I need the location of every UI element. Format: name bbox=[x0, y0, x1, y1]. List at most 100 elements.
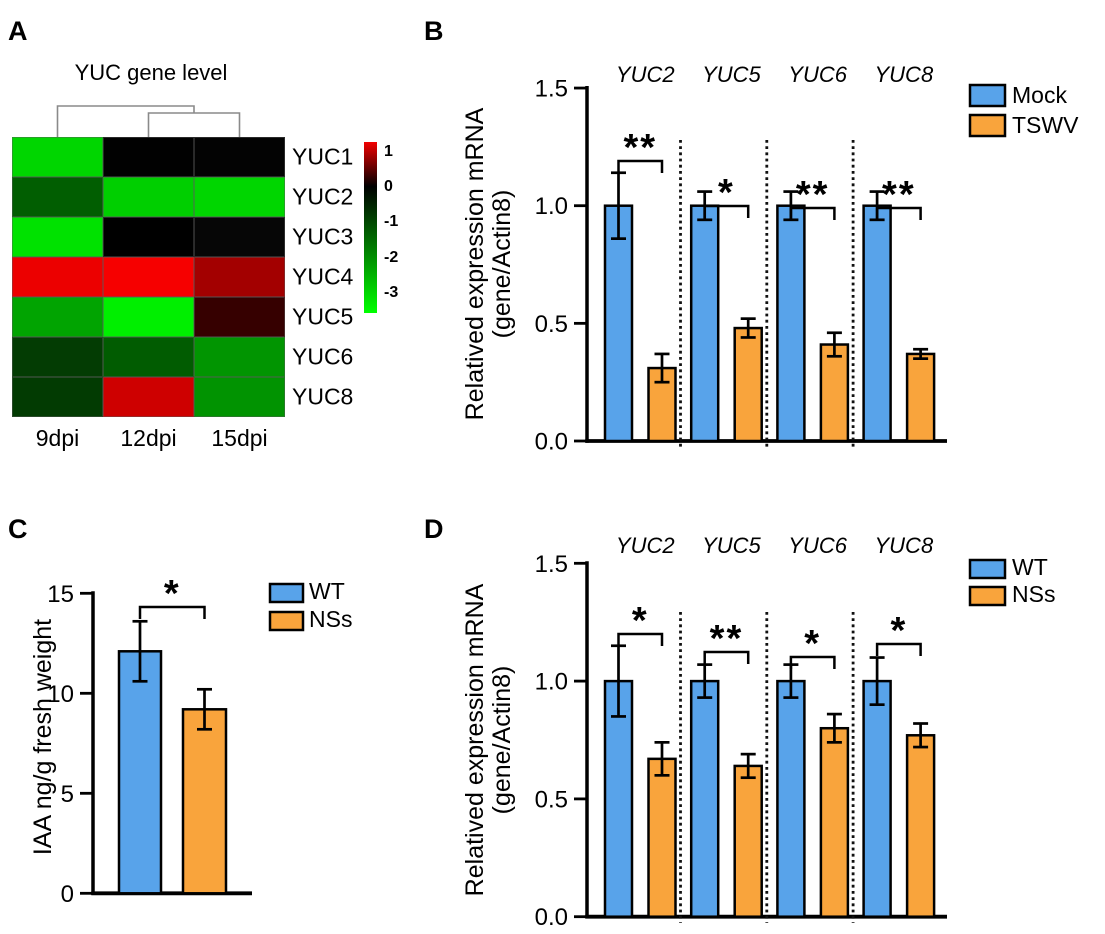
heatmap-cell-YUC8-12dpi bbox=[103, 377, 194, 417]
panel-d-group-label-yuc2: YUC2 bbox=[616, 533, 675, 558]
panel-d-group-label-yuc5: YUC5 bbox=[702, 533, 761, 558]
panel-label-a: A bbox=[8, 16, 28, 46]
panel-d-significance-yuc2: * bbox=[632, 600, 649, 642]
panel-d-sig-bracket-yuc5 bbox=[703, 650, 750, 664]
panel-d-significance-yuc6: * bbox=[804, 623, 821, 665]
panel-b-bar-mock-yuc2 bbox=[603, 204, 634, 443]
panel-c-y-tick-label: 10 bbox=[47, 681, 74, 708]
heatmap-col-label-15dpi: 15dpi bbox=[211, 425, 268, 451]
panel-d-errorbar-wt-yuc5 bbox=[697, 663, 713, 699]
heatmap-row-label-yuc3: YUC3 bbox=[292, 223, 354, 250]
panel-d-significance-yuc5: ** bbox=[710, 618, 744, 660]
panel-c-y-tick-label: 0 bbox=[61, 881, 74, 908]
panel-c-bar-nss bbox=[181, 708, 228, 895]
panel-b-sig-bracket-yuc8 bbox=[875, 206, 922, 220]
panel-b-significance-yuc2: ** bbox=[623, 127, 657, 169]
colorbar-tick--3: -3 bbox=[384, 283, 399, 301]
heatmap-col-label-12dpi: 12dpi bbox=[120, 425, 177, 451]
heatmap-row-label-yuc1: YUC1 bbox=[292, 143, 354, 170]
panel-d-errorbar-nss-yuc5 bbox=[740, 752, 756, 780]
panel-d-legend-label-wt: WT bbox=[1012, 554, 1048, 580]
panel-b-sig-bracket-yuc6 bbox=[789, 206, 836, 220]
panel-d-errorbar-nss-yuc2 bbox=[654, 741, 670, 777]
heatmap-cell-YUC5-15dpi bbox=[194, 297, 285, 337]
heatmap-cell-YUC1-15dpi bbox=[194, 137, 285, 177]
panel-c-errorbar-nss bbox=[197, 687, 212, 731]
panel-c-legend-swatch-nss bbox=[268, 610, 305, 632]
dendrogram-outer-cluster bbox=[56, 105, 195, 137]
panel-b-errorbar-tswv-yuc6 bbox=[826, 331, 842, 358]
panel-b-bar-tswv-yuc8 bbox=[905, 352, 936, 443]
colorbar-tick-0: 0 bbox=[384, 178, 393, 195]
heatmap-cell-YUC5-12dpi bbox=[103, 297, 194, 337]
colorbar-tick--2: -2 bbox=[384, 248, 399, 266]
heatmap-title: YUC gene level bbox=[74, 60, 228, 85]
heatmap-cell-YUC4-9dpi bbox=[12, 257, 103, 297]
panel-b-y-tick-label: 1.5 bbox=[535, 76, 568, 103]
panel-b-errorbar-tswv-yuc2 bbox=[654, 352, 670, 384]
panel-c-y-tick-label: 5 bbox=[61, 781, 74, 808]
panel-d-significance-yuc8: * bbox=[890, 610, 907, 652]
heatmap-col-label-9dpi: 9dpi bbox=[35, 425, 80, 451]
panel-b-legend-label-tswv: TSWV bbox=[1012, 112, 1079, 138]
panel-b-errorbar-tswv-yuc5 bbox=[740, 317, 756, 339]
heatmap-cell-YUC1-9dpi bbox=[12, 137, 103, 177]
colorbar-tick--1: -1 bbox=[384, 213, 399, 231]
panel-b-bar-tswv-yuc6 bbox=[819, 343, 850, 443]
panel-label-c: C bbox=[8, 514, 28, 544]
heatmap-row-label-yuc5: YUC5 bbox=[292, 303, 354, 330]
panel-d-group-label-yuc6: YUC6 bbox=[788, 533, 847, 558]
panel-d-legend-label-nss: NSs bbox=[1012, 581, 1055, 607]
panel-label-b: B bbox=[424, 16, 444, 46]
heatmap-cell-YUC3-12dpi bbox=[103, 217, 194, 257]
heatmap-cell-YUC6-15dpi bbox=[194, 337, 285, 377]
panel-d-y-tick-label: 1.5 bbox=[535, 551, 568, 578]
panel-c-y-tick-label: 15 bbox=[47, 581, 74, 608]
panel-b-significance-yuc8: ** bbox=[882, 174, 916, 216]
panel-d-sig-bracket-yuc6 bbox=[789, 655, 836, 669]
panel-b-sig-bracket-yuc5 bbox=[703, 204, 750, 218]
panel-d-bar-wt-yuc5 bbox=[689, 679, 720, 918]
panel-b-legend-label-mock: Mock bbox=[1012, 82, 1067, 108]
heatmap-cell-YUC4-12dpi bbox=[103, 257, 194, 297]
panel-d-legend-swatch-wt bbox=[968, 558, 1007, 580]
heatmap-cell-YUC3-9dpi bbox=[12, 217, 103, 257]
panel-d-errorbar-nss-yuc8 bbox=[913, 722, 929, 749]
panel-d-sig-bracket-yuc2 bbox=[617, 632, 664, 646]
panel-b-legend-swatch-mock bbox=[968, 83, 1007, 108]
panel-b-bar-tswv-yuc5 bbox=[733, 326, 763, 443]
heatmap-cell-YUC4-15dpi bbox=[194, 257, 285, 297]
panel-c-legend-label-nss: NSs bbox=[309, 606, 352, 632]
panel-b-group-label-yuc2: YUC2 bbox=[616, 62, 675, 87]
panel-c-sig-bracket bbox=[138, 605, 206, 619]
panel-d-legend-swatch-nss bbox=[968, 585, 1007, 607]
panel-c-errorbar-wt bbox=[132, 619, 148, 683]
panel-b-group-label-yuc8: YUC8 bbox=[875, 62, 934, 87]
panel-d-y-tick-label: 0.5 bbox=[535, 786, 568, 813]
panel-d-y-tick-label: 1.0 bbox=[535, 669, 568, 696]
dendrogram bbox=[56, 105, 241, 137]
panel-label-d: D bbox=[424, 514, 444, 544]
panel-d-group-label-yuc8: YUC8 bbox=[875, 533, 934, 558]
colorbar-tick-1: 1 bbox=[384, 142, 393, 160]
panel-b-errorbar-tswv-yuc8 bbox=[913, 347, 929, 360]
panel-b-group-label-yuc5: YUC5 bbox=[702, 62, 761, 87]
panel-d-bar-nss-yuc6 bbox=[819, 726, 850, 918]
panel-d-bar-nss-yuc5 bbox=[733, 764, 763, 918]
heatmap-row-label-yuc2: YUC2 bbox=[292, 183, 354, 210]
heatmap-cell-YUC6-9dpi bbox=[12, 337, 103, 377]
heatmap-row-label-yuc8: YUC8 bbox=[292, 383, 354, 410]
panel-d-bar-wt-yuc6 bbox=[776, 679, 806, 918]
heatmap-cell-YUC3-15dpi bbox=[194, 217, 285, 257]
panel-d-bar-nss-yuc2 bbox=[647, 757, 677, 918]
panel-b-significance-yuc6: ** bbox=[796, 174, 830, 216]
heatmap-cell-YUC2-15dpi bbox=[194, 177, 285, 217]
heatmap-cell-YUC6-12dpi bbox=[103, 337, 194, 377]
panel-b-chart: 0.0 0.5 1.0 1.5 YUC2 ** YUC5 * YUC6 ** YUC8 ** Mock T… bbox=[535, 62, 1079, 456]
heatmap-grid bbox=[12, 137, 285, 417]
panel-b-y-tick-label: 0.0 bbox=[535, 429, 568, 456]
